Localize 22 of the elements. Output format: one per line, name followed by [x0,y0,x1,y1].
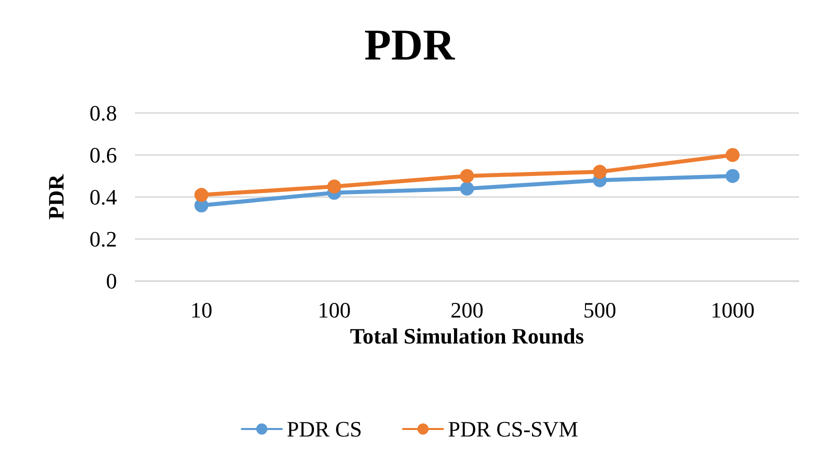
point [460,169,474,183]
point [726,148,740,162]
legend-label: PDR CS [286,416,362,442]
x-axis-title: Total Simulation Rounds [350,324,584,348]
x-tick-label: 200 [450,298,484,322]
y-tick-label: 0.8 [90,100,117,126]
y-tick-label: 0.2 [90,226,117,252]
x-tick-label: 100 [318,298,351,322]
x-tick-label: 1000 [710,298,755,322]
x-tick-label: 500 [583,298,616,322]
x-tick-label: 10 [190,298,212,322]
y-tick-label: 0.6 [90,142,117,168]
point [327,180,342,194]
y-tick-label: 0 [106,268,117,294]
point [726,169,740,183]
point [194,188,208,202]
y-tick-label: 0.4 [90,184,117,210]
point [592,164,607,179]
point [460,182,474,196]
legend-label: PDR CS-SVM [448,416,578,442]
chart-title: PDR [364,20,456,70]
y-axis-title: PDR [44,173,68,220]
